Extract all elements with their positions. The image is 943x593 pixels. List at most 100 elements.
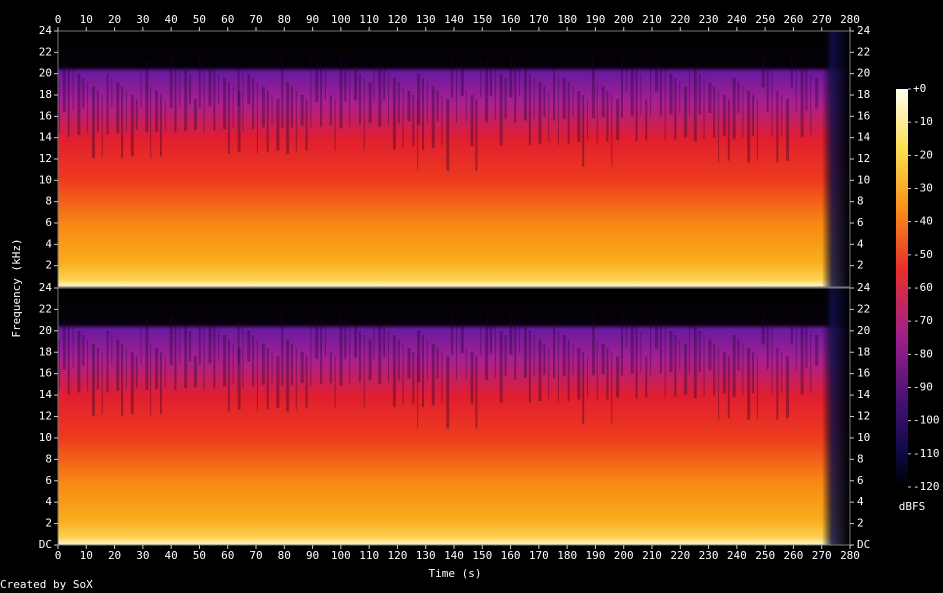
spectrogram-texture (446, 99, 450, 171)
spectrogram-texture (553, 326, 556, 378)
colorbar-tick-label: -90 (913, 381, 933, 394)
spectrogram-texture (135, 99, 138, 130)
spectrogram-texture (606, 347, 609, 400)
spectrogram-texture (256, 82, 258, 154)
spectrogram-texture (480, 56, 482, 98)
spectrogram-texture (417, 73, 421, 125)
x-tick-label: 60 (221, 13, 234, 26)
spectrogram-texture (499, 73, 503, 146)
spectrogram-texture (800, 65, 804, 137)
y-tick-label: 12 (39, 410, 52, 423)
spectrogram-texture (577, 90, 581, 142)
spectrogram-texture (509, 56, 513, 98)
spectrogram-texture (669, 330, 673, 372)
spectrogram-texture (125, 347, 127, 390)
x-tick-label: 50 (193, 549, 206, 562)
spectrogram-texture (810, 330, 812, 393)
spectrogram-texture (252, 77, 255, 130)
x-tick-label: 40 (165, 549, 178, 562)
x-tick-label: 160 (501, 549, 521, 562)
x-tick-label: 230 (699, 549, 719, 562)
colorbar-tick-label: -50 (913, 248, 933, 261)
spectrogram-texture (203, 317, 205, 390)
spectrogram-texture (693, 69, 697, 142)
colorbar-tick-label: -100 (913, 414, 940, 427)
spectrogram-texture (528, 330, 531, 403)
spectrogram-texture (223, 77, 227, 130)
y-tick-label: 4 (45, 495, 52, 508)
x-tick-label: 140 (444, 13, 464, 26)
spectrogram-texture (286, 82, 290, 154)
spectrogram-texture (470, 95, 474, 147)
y-tick-label: 2 (857, 517, 864, 530)
x-tick-label: 220 (670, 13, 690, 26)
spectrogram-texture (742, 86, 744, 138)
spectrogram-texture (756, 356, 758, 419)
spectrogram-texture (674, 77, 677, 140)
x-tick-label: 120 (387, 549, 407, 562)
x-tick-label: 50 (193, 13, 206, 26)
x-tick-label: 0 (55, 549, 62, 562)
spectrogram-texture (650, 56, 652, 119)
spectrogram-texture (329, 95, 332, 126)
spectrogram-texture (358, 330, 361, 383)
y-tick-label: 18 (39, 88, 52, 101)
y-tick-label: 10 (39, 431, 52, 444)
spectrogram-texture (208, 65, 212, 107)
y-tick-label: 20 (39, 324, 52, 337)
spectrogram-texture (494, 326, 496, 378)
spectrogram-texture (140, 56, 142, 108)
y-tick-label: 8 (857, 195, 864, 208)
spectrogram-texture (485, 60, 489, 123)
spectrogram-texture (412, 352, 415, 404)
spectrogram-texture (630, 65, 634, 117)
spectrogram-texture (528, 73, 531, 146)
spectrogram-texture (218, 73, 220, 105)
y-tick-label: 12 (857, 410, 870, 423)
x-tick-label: 200 (614, 13, 634, 26)
spectrogram-texture (650, 313, 652, 376)
spectrogram-texture (334, 99, 336, 151)
spectrogram-texture (756, 99, 758, 161)
spectrogram-texture (179, 322, 181, 364)
spectrogram-texture (227, 339, 230, 412)
spectrogram-texture (761, 313, 765, 345)
spectrogram-texture (577, 347, 581, 400)
spectrogram-texture (451, 313, 454, 355)
spectrogram-texture (402, 86, 404, 148)
y-tick-label: 14 (39, 131, 53, 144)
spectrogram-texture (106, 330, 109, 393)
spectrogram-texture (189, 73, 192, 105)
spectrogram-texture (567, 339, 570, 402)
spectrogram-texture (72, 69, 74, 111)
spectrogram-texture (334, 356, 336, 408)
spectrogram-texture (354, 326, 358, 358)
spectrogram-texture (388, 73, 390, 125)
spectrogram-texture (388, 330, 390, 383)
y-tick-label: 4 (857, 495, 864, 508)
spectrogram-texture (562, 77, 566, 119)
y-tick-label: 16 (857, 367, 870, 380)
spectrogram-texture (810, 73, 812, 136)
spectrogram-texture (805, 69, 808, 111)
spectrogram-texture (805, 326, 808, 368)
x-tick-label: 120 (387, 13, 407, 26)
spectrogram-texture (184, 326, 188, 389)
spectrogram-texture (116, 82, 120, 134)
spectrogram-texture (475, 99, 478, 171)
spectrogram-texture (654, 60, 658, 92)
spectrogram-texture (281, 313, 284, 386)
spectrogram-texture (184, 69, 188, 131)
colorbar-tick-label: -20 (913, 148, 933, 161)
spectrogram-texture (688, 322, 690, 374)
spectrogram-texture (771, 322, 773, 395)
x-tick-label: 190 (585, 13, 605, 26)
spectrogram-texture (499, 330, 503, 403)
x-tick-label: 170 (529, 549, 549, 562)
spectrogram-texture (329, 352, 332, 384)
spectrogram-texture (300, 95, 304, 126)
x-tick-label: 20 (108, 549, 121, 562)
spectrogram-texture (286, 339, 290, 412)
spectrogram-texture (698, 330, 701, 372)
x-tick-label: 270 (812, 13, 832, 26)
